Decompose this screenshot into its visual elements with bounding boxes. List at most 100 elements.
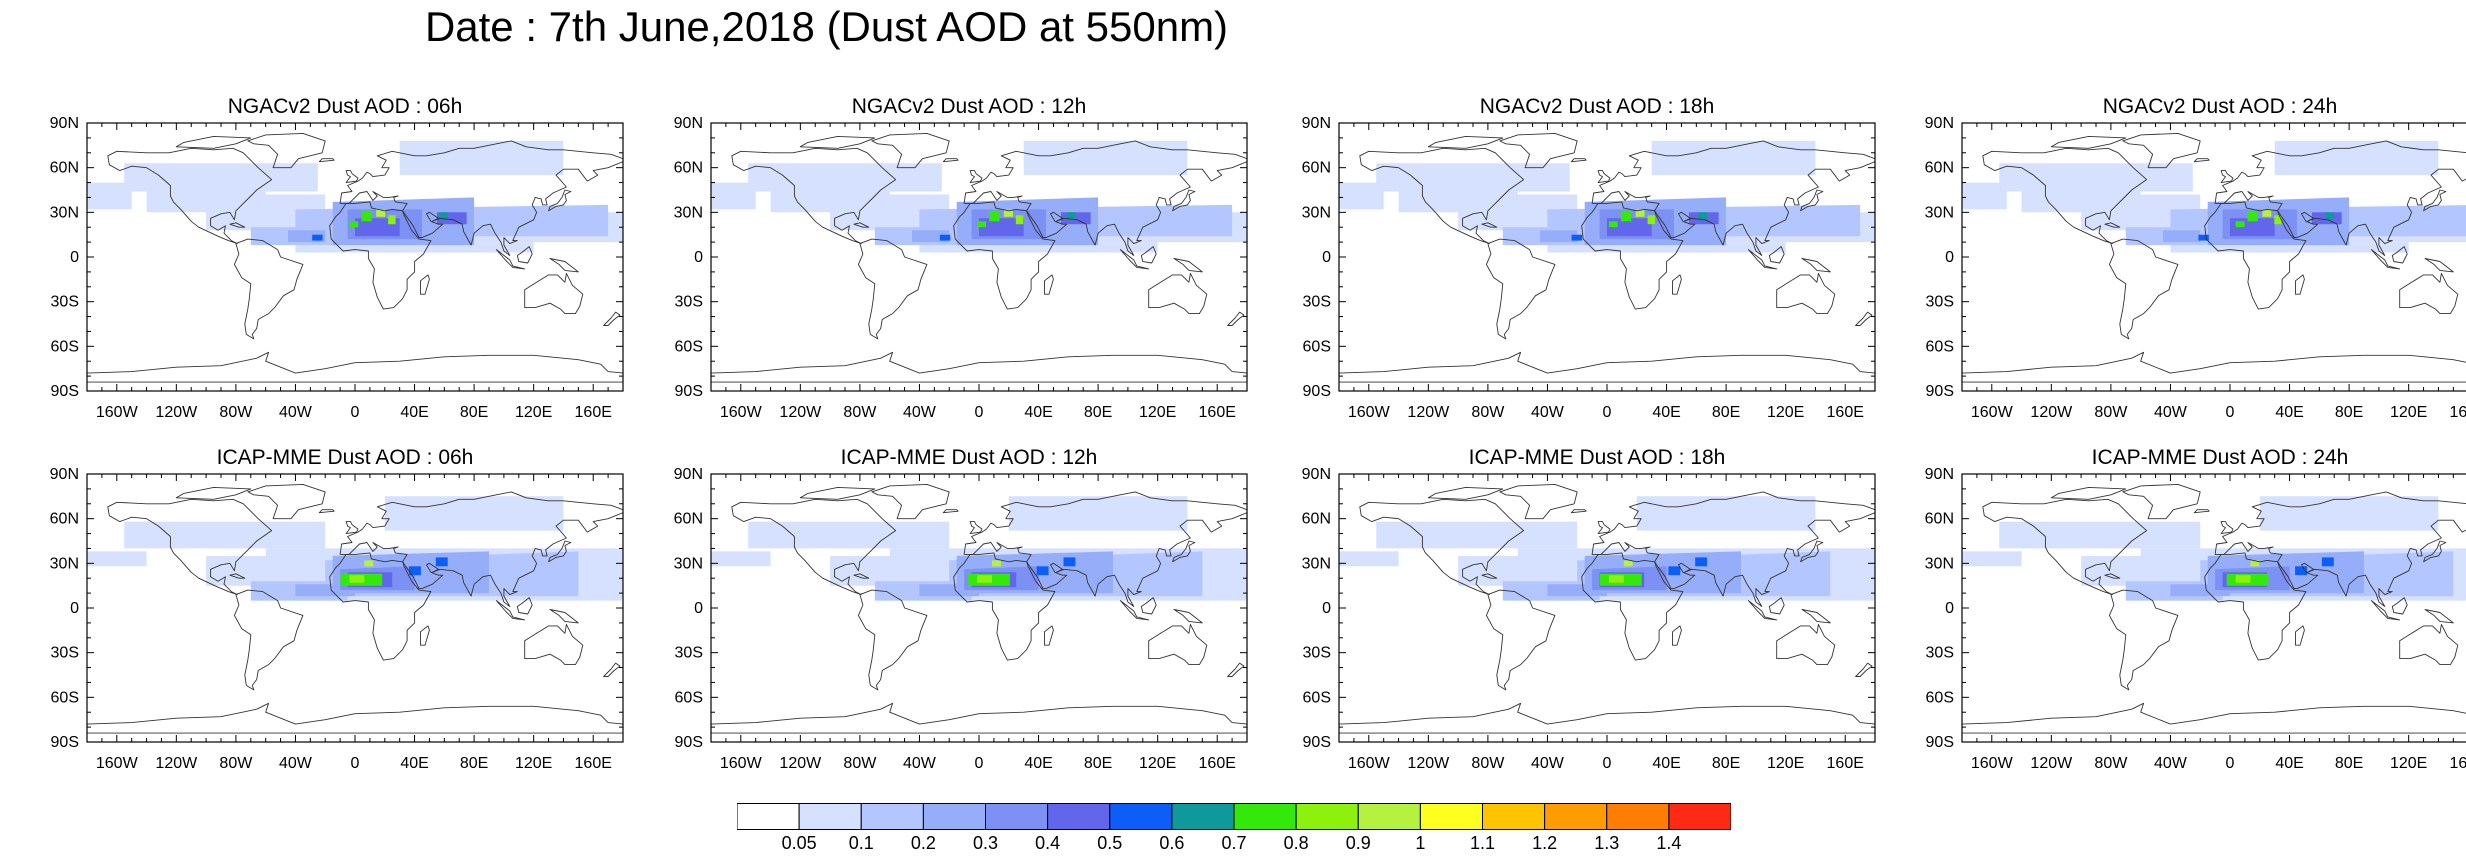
map-plot: 160W 120W 80W 40W 0 40E 80E 120E 160E 90N 60N 30N 0 3… <box>674 115 1248 421</box>
y-tick-label: 60S <box>51 689 79 706</box>
colorbar-svg: 0.05 0.1 0.2 0.3 0.4 0.5 0.6 0.7 0.8 0.9 1 1.1 1.2 1.… <box>736 803 1732 853</box>
x-tick-label: 120W <box>2030 755 2073 772</box>
x-tick-label: 40E <box>2275 755 2303 772</box>
coastline-iceland <box>318 158 335 163</box>
coastline-japan <box>548 540 572 563</box>
x-tick-label: 80W <box>843 404 877 421</box>
aod-contour-area <box>2324 212 2334 220</box>
x-tick-label: 160W <box>1971 755 2014 772</box>
coastline-cuba <box>853 222 870 228</box>
y-tick-label: 30S <box>675 645 703 662</box>
coastline-indonesia <box>1119 600 1150 621</box>
y-tick-label: 30S <box>675 294 703 311</box>
coastline-north-america <box>1982 147 2148 245</box>
x-tick-label: 40W <box>2154 404 2188 421</box>
coastline-australia <box>1148 272 1208 315</box>
aod-contour-area <box>349 575 365 583</box>
x-tick-label: 120W <box>779 404 822 421</box>
coastline-south-america <box>857 238 928 340</box>
aod-contour-area <box>1376 521 1578 549</box>
x-tick-label: 120W <box>1407 404 1450 421</box>
coastline-indonesia <box>495 600 526 621</box>
coastline-madagascar <box>1672 274 1682 295</box>
coastline-north-america <box>731 147 897 245</box>
coastline-borneo <box>2391 246 2408 264</box>
coastline-greenland <box>1499 483 1578 520</box>
aod-contour-area <box>2321 557 2334 567</box>
colorbar-box <box>1419 803 1483 830</box>
y-tick-label: 30S <box>1303 645 1331 662</box>
colorbar-label: 0.2 <box>911 833 936 853</box>
coastline-britain <box>2220 170 2234 184</box>
coastline-indonesia <box>495 249 526 270</box>
coastline-antarctica <box>87 702 623 734</box>
coastline-africa <box>1581 201 1684 310</box>
x-tick-label: 120E <box>1767 404 1804 421</box>
coastline-indonesia <box>1747 600 1778 621</box>
coastline-madagascar <box>420 625 430 646</box>
y-tick-label: 30N <box>1925 204 1954 221</box>
y-tick-label: 60S <box>675 689 703 706</box>
aod-contour-area <box>1036 566 1049 576</box>
coastline-new-guinea <box>549 609 579 624</box>
y-tick-label: 60N <box>1925 160 1954 177</box>
coastline-antarctica <box>1339 351 1875 383</box>
coastline-borneo <box>1140 597 1157 615</box>
aod-contour-area <box>376 209 386 217</box>
x-tick-label: 160W <box>1348 755 1391 772</box>
aod-contour-area <box>1647 215 1655 225</box>
y-tick-label: 90S <box>1926 734 1954 751</box>
x-tick-label: 80E <box>1084 404 1112 421</box>
x-tick-label: 40E <box>400 404 428 421</box>
coastline-greenland <box>871 132 950 169</box>
aod-contour-area <box>384 496 564 531</box>
y-tick-label: 30N <box>1925 555 1954 572</box>
x-tick-label: 40E <box>1652 755 1680 772</box>
y-tick-label: 60N <box>674 511 703 528</box>
aod-contour-area <box>1999 521 2201 549</box>
x-tick-label: 40W <box>279 755 313 772</box>
aod-contour-area <box>1376 163 1570 192</box>
coastline-south-america <box>1485 238 1556 340</box>
coastline-australia <box>2399 623 2459 666</box>
aod-contour-area <box>409 566 421 576</box>
x-tick-label: 40E <box>1652 404 1680 421</box>
colorbar-label: 0.4 <box>1035 833 1060 853</box>
x-tick-label: 160E <box>575 404 612 421</box>
aod-contour-area <box>1063 557 1076 567</box>
panel-title: NGACv2 Dust AOD : 24h <box>2102 95 2338 118</box>
coastline-africa <box>953 552 1056 661</box>
colorbar-label: 1 <box>1415 833 1425 853</box>
x-tick-label: 80E <box>1712 755 1740 772</box>
aod-contour-area <box>1962 551 2022 567</box>
coastline-north-america <box>107 498 273 596</box>
x-tick-label: 0 <box>351 755 360 772</box>
y-tick-label: 30N <box>50 555 79 572</box>
x-tick-label: 0 <box>351 404 360 421</box>
colorbar-box <box>1668 803 1732 830</box>
aod-contour-area <box>1339 182 1384 210</box>
coastline-borneo <box>516 597 533 615</box>
x-tick-label: 40W <box>2154 755 2188 772</box>
y-tick-label: 30N <box>674 555 703 572</box>
x-tick-label: 120W <box>779 755 822 772</box>
colorbar-label: 0.7 <box>1221 833 1246 853</box>
coastline-antarctica <box>87 351 623 383</box>
x-tick-label: 160E <box>1199 755 1236 772</box>
coastline-new-zealand <box>1227 311 1245 326</box>
panel-title: NGACv2 Dust AOD : 12h <box>851 95 1087 118</box>
aod-contour-area <box>87 182 132 210</box>
y-tick-label: 90S <box>1926 383 1954 400</box>
x-tick-label: 120W <box>1407 755 1450 772</box>
coastline-madagascar <box>420 274 430 295</box>
coastline-north-america <box>1982 498 2148 596</box>
y-tick-label: 30N <box>1302 204 1331 221</box>
coastline-arctic-island <box>2050 486 2127 500</box>
aod-contour-area <box>748 521 950 549</box>
y-tick-label: 90N <box>1302 115 1331 132</box>
coastline-britain <box>2220 521 2234 535</box>
aod-contour-area <box>349 221 359 228</box>
y-tick-label: 30S <box>1303 294 1331 311</box>
colorbar-label: 1.2 <box>1532 833 1557 853</box>
figure-title: Date : 7th June,2018 (Dust AOD at 550nm) <box>424 3 1229 50</box>
